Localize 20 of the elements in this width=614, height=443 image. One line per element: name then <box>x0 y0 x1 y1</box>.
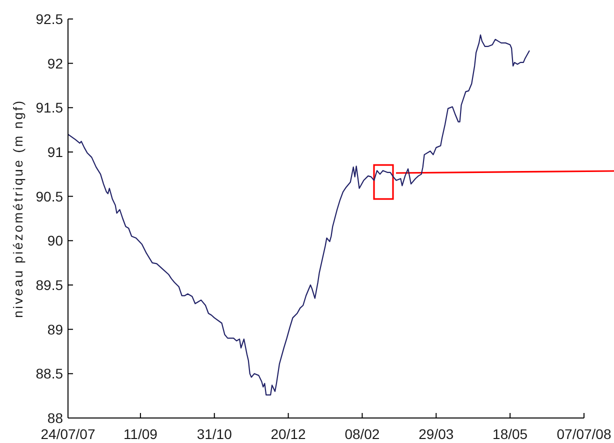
y-tick-label: 89 <box>47 321 64 338</box>
x-tick-label: 08/02 <box>344 426 380 442</box>
y-tick-label: 89.5 <box>36 276 64 293</box>
x-tick-label: 07/07/08 <box>556 426 612 442</box>
y-tick-label: 91.5 <box>36 100 64 116</box>
x-tick-label: 18/05 <box>492 426 528 442</box>
x-tick-label: 31/10 <box>196 426 232 442</box>
y-tick-label: 88 <box>47 410 64 426</box>
line-series <box>68 34 530 396</box>
x-tick-label: 11/09 <box>123 426 158 442</box>
x-tick-label: 24/07/07 <box>40 426 96 442</box>
x-tick-label: 20/12 <box>270 426 306 442</box>
y-tick-label: 90.5 <box>36 188 64 204</box>
y-tick-label: 88.5 <box>36 366 64 382</box>
y-tick-label: 92.5 <box>36 10 64 27</box>
x-tick-label: 29/03 <box>418 426 454 442</box>
y-tick-label: 91 <box>47 144 64 160</box>
y-axis-title: niveau piézométrique (m ngf) <box>10 99 26 318</box>
y-tick-label: 90 <box>47 232 64 249</box>
y-tick-label: 92 <box>47 55 64 72</box>
